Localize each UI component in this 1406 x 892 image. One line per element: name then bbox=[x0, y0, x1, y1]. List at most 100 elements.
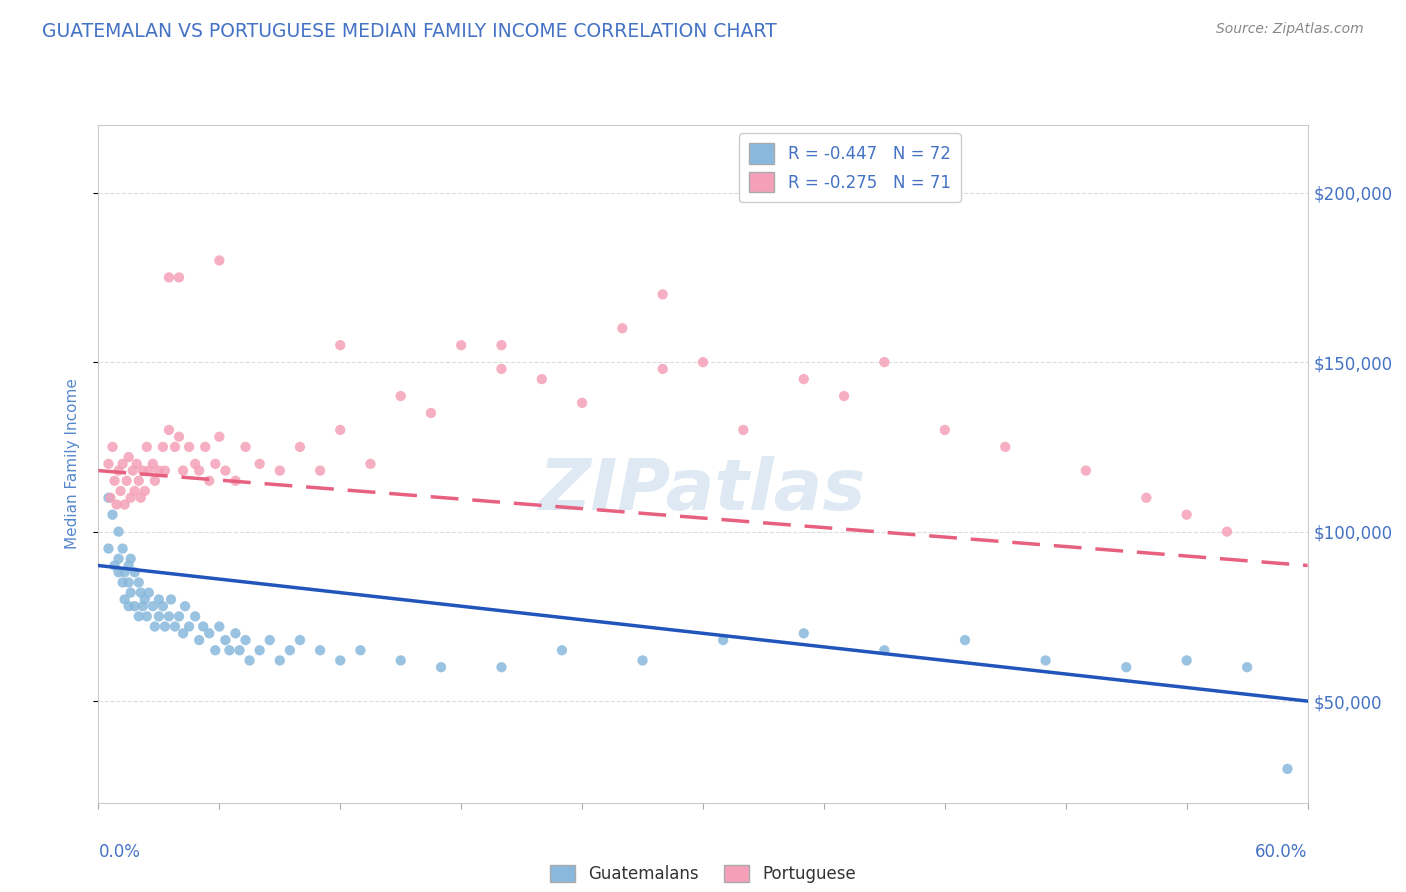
Point bbox=[135, 609, 157, 624]
Point bbox=[208, 619, 231, 633]
Text: 60.0%: 60.0% bbox=[1256, 843, 1308, 861]
Text: 0.0%: 0.0% bbox=[98, 843, 141, 861]
Point bbox=[269, 653, 291, 667]
Point bbox=[1175, 653, 1198, 667]
Text: ZIPatlas: ZIPatlas bbox=[540, 457, 866, 525]
Point bbox=[360, 457, 382, 471]
Point bbox=[329, 338, 352, 352]
Point bbox=[148, 609, 170, 624]
Point bbox=[152, 599, 174, 614]
Point bbox=[224, 626, 246, 640]
Point bbox=[160, 592, 183, 607]
Point bbox=[873, 355, 896, 369]
Point bbox=[239, 653, 262, 667]
Point bbox=[132, 464, 155, 478]
Point bbox=[142, 599, 165, 614]
Point bbox=[278, 643, 301, 657]
Point bbox=[120, 585, 142, 599]
Point bbox=[121, 464, 143, 478]
Point bbox=[224, 474, 246, 488]
Point bbox=[198, 626, 221, 640]
Point bbox=[188, 464, 211, 478]
Point bbox=[288, 633, 311, 648]
Point bbox=[651, 287, 673, 301]
Point bbox=[269, 464, 291, 478]
Point bbox=[208, 253, 231, 268]
Point bbox=[228, 643, 250, 657]
Point bbox=[167, 430, 190, 444]
Point bbox=[953, 633, 976, 648]
Point bbox=[430, 660, 453, 674]
Point bbox=[107, 464, 129, 478]
Point bbox=[1236, 660, 1258, 674]
Point bbox=[111, 541, 134, 556]
Point bbox=[249, 643, 271, 657]
Point bbox=[100, 491, 122, 505]
Point bbox=[733, 423, 755, 437]
Point bbox=[651, 362, 673, 376]
Point bbox=[110, 483, 132, 498]
Point bbox=[125, 457, 148, 471]
Point bbox=[309, 464, 332, 478]
Point bbox=[153, 619, 176, 633]
Point bbox=[793, 626, 815, 640]
Point bbox=[128, 609, 150, 624]
Point bbox=[135, 440, 157, 454]
Point bbox=[420, 406, 443, 420]
Point bbox=[124, 483, 146, 498]
Point bbox=[1115, 660, 1137, 674]
Point bbox=[138, 464, 160, 478]
Legend: Guatemalans, Portuguese: Guatemalans, Portuguese bbox=[543, 858, 863, 889]
Point bbox=[249, 457, 271, 471]
Point bbox=[111, 575, 134, 590]
Point bbox=[793, 372, 815, 386]
Point bbox=[118, 450, 141, 464]
Point bbox=[118, 575, 141, 590]
Point bbox=[1175, 508, 1198, 522]
Point bbox=[157, 609, 180, 624]
Point bbox=[167, 270, 190, 285]
Point bbox=[349, 643, 371, 657]
Point bbox=[105, 498, 128, 512]
Point bbox=[530, 372, 553, 386]
Point bbox=[157, 270, 180, 285]
Point bbox=[132, 599, 155, 614]
Point bbox=[134, 483, 156, 498]
Point bbox=[114, 566, 136, 580]
Point bbox=[389, 389, 412, 403]
Point bbox=[329, 423, 352, 437]
Point bbox=[329, 653, 352, 667]
Point bbox=[994, 440, 1017, 454]
Point bbox=[152, 440, 174, 454]
Point bbox=[179, 440, 201, 454]
Point bbox=[711, 633, 734, 648]
Point bbox=[107, 566, 129, 580]
Point bbox=[157, 423, 180, 437]
Point bbox=[235, 633, 257, 648]
Point bbox=[218, 643, 240, 657]
Point bbox=[204, 643, 226, 657]
Point bbox=[118, 558, 141, 573]
Point bbox=[873, 643, 896, 657]
Point bbox=[491, 338, 513, 352]
Point bbox=[143, 619, 166, 633]
Point bbox=[204, 457, 226, 471]
Point bbox=[1135, 491, 1157, 505]
Point bbox=[107, 524, 129, 539]
Point bbox=[450, 338, 472, 352]
Point bbox=[107, 551, 129, 566]
Point bbox=[193, 619, 215, 633]
Text: GUATEMALAN VS PORTUGUESE MEDIAN FAMILY INCOME CORRELATION CHART: GUATEMALAN VS PORTUGUESE MEDIAN FAMILY I… bbox=[42, 22, 778, 41]
Point bbox=[172, 464, 194, 478]
Point bbox=[198, 474, 221, 488]
Point bbox=[235, 440, 257, 454]
Point bbox=[184, 609, 207, 624]
Point bbox=[129, 585, 152, 599]
Point bbox=[491, 660, 513, 674]
Point bbox=[167, 609, 190, 624]
Point bbox=[214, 633, 236, 648]
Point bbox=[118, 599, 141, 614]
Point bbox=[612, 321, 634, 335]
Point bbox=[148, 592, 170, 607]
Point bbox=[97, 457, 120, 471]
